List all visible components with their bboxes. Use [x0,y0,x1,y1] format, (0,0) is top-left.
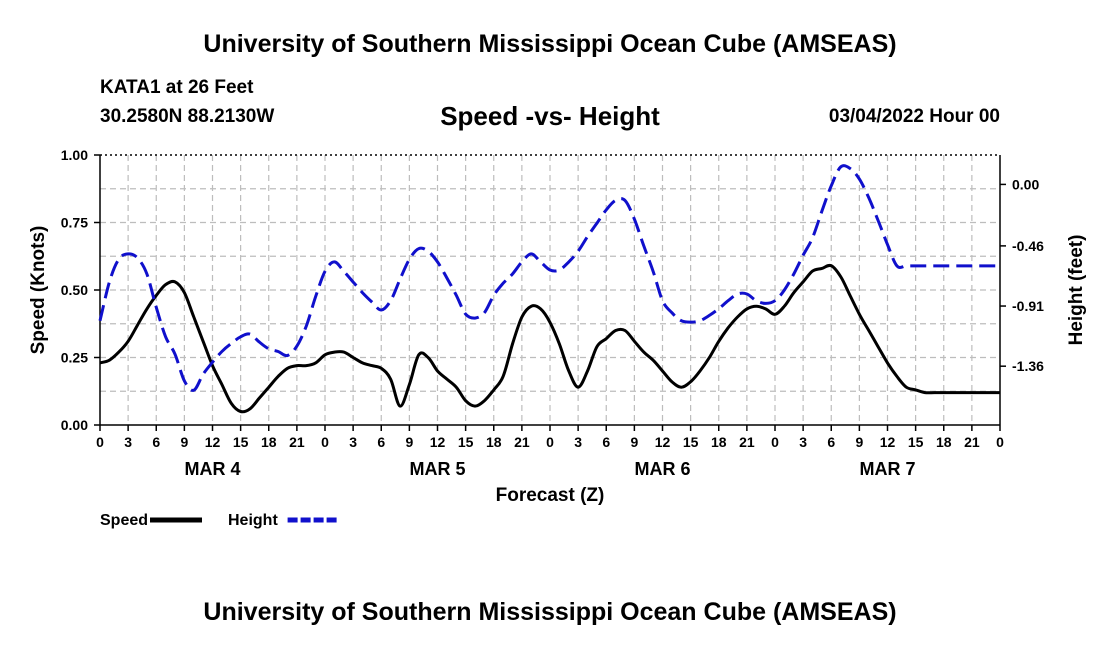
x-tick-label: 15 [233,434,249,450]
x-tick-label: 6 [152,434,160,450]
x-tick-label: 15 [908,434,924,450]
y2-tick-label: -0.91 [1012,298,1044,314]
x-tick-label: 21 [964,434,980,450]
x-tick-label: 21 [514,434,530,450]
x-tick-label: 12 [655,434,671,450]
x-tick-label: 21 [739,434,755,450]
x-tick-label: 0 [996,434,1004,450]
x-tick-label: 0 [771,434,779,450]
y-tick-label: 0.50 [61,282,88,298]
y-tick-label: 1.00 [61,147,88,163]
x-day-label: MAR 7 [859,459,915,479]
x-tick-label: 9 [180,434,188,450]
x-tick-label: 6 [827,434,835,450]
legend-label: Height [228,512,278,529]
x-day-label: MAR 4 [184,459,240,479]
x-tick-label: 15 [458,434,474,450]
x-tick-label: 0 [546,434,554,450]
y-tick-label: 0.25 [61,350,88,366]
x-tick-label: 9 [855,434,863,450]
y-tick-label: 0.00 [61,417,88,433]
run-time: 03/04/2022 Hour 00 [828,106,1000,127]
x-tick-label: 12 [205,434,221,450]
y-axis-title: Speed (Knots) [28,226,49,355]
y2-tick-label: -1.36 [1012,358,1044,374]
x-tick-label: 18 [936,434,952,450]
footer-title: University of Southern Mississippi Ocean… [203,598,897,626]
x-day-label: MAR 6 [634,459,690,479]
chart-subtitle: Speed -vs- Height [440,101,660,131]
x-tick-label: 3 [574,434,582,450]
x-tick-label: 15 [683,434,699,450]
series-line-speed [99,263,1000,414]
x-tick-label: 12 [880,434,896,450]
series-line-height [98,164,1000,392]
x-axis-title: Forecast (Z) [496,485,605,506]
y2-tick-label: -0.46 [1012,238,1044,254]
station-coordinates: 30.2580N 88.2130W [100,106,275,127]
y-tick-label: 0.75 [61,215,88,231]
chart-title: University of Southern Mississippi Ocean… [203,30,897,58]
y2-axis-title: Height (feet) [1066,235,1087,346]
x-tick-label: 6 [602,434,610,450]
x-tick-label: 3 [349,434,357,450]
x-tick-label: 12 [430,434,446,450]
x-tick-label: 18 [261,434,277,450]
x-tick-label: 18 [486,434,502,450]
x-tick-label: 9 [630,434,638,450]
x-day-label: MAR 5 [409,459,465,479]
x-tick-label: 3 [124,434,132,450]
station-label: KATA1 at 26 Feet [100,77,254,98]
legend-label: Speed [100,512,148,529]
x-tick-label: 18 [711,434,727,450]
x-tick-label: 9 [405,434,413,450]
y2-tick-label: 0.00 [1012,176,1039,192]
x-tick-label: 6 [377,434,385,450]
x-tick-label: 3 [799,434,807,450]
x-tick-label: 0 [96,434,104,450]
x-tick-label: 21 [289,434,305,450]
x-tick-label: 0 [321,434,329,450]
